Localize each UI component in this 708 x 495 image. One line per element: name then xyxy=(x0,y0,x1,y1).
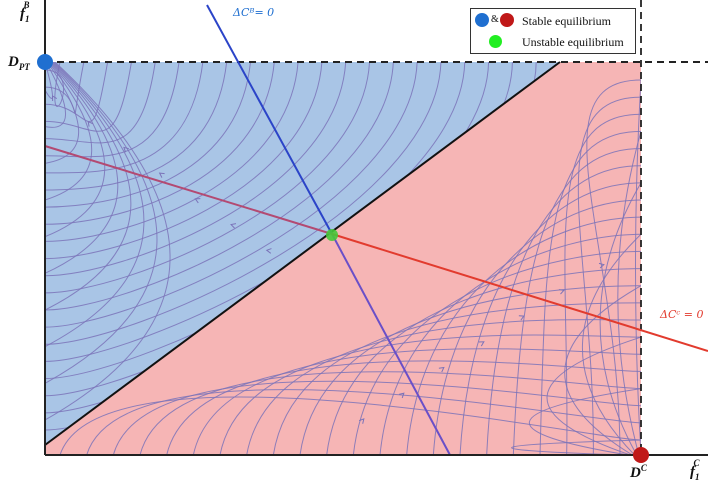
streamline xyxy=(564,113,641,455)
streamline xyxy=(45,62,371,294)
red-basin-region xyxy=(45,62,641,455)
blue-nullcline-lower xyxy=(331,233,451,456)
streamline xyxy=(45,62,119,274)
streamline xyxy=(586,79,641,455)
stream-arrow xyxy=(265,248,272,254)
legend-ampersand: & xyxy=(491,14,499,25)
legend-row-stable: & Stable equilibrium xyxy=(471,12,635,30)
streamline xyxy=(432,199,641,455)
streamline xyxy=(45,62,158,384)
streamline xyxy=(599,182,641,455)
streamline xyxy=(139,371,641,455)
stream-arrow xyxy=(194,198,201,204)
streamline xyxy=(45,62,442,345)
streamline xyxy=(112,380,641,455)
red-region-streamlines xyxy=(59,79,641,455)
streamline xyxy=(326,268,641,455)
streamline xyxy=(45,62,106,238)
legend-row-unstable: Unstable equilibrium xyxy=(471,33,635,51)
streamline xyxy=(617,131,641,455)
legend-stable-label: Stable equilibrium xyxy=(522,14,611,28)
unstable-equilibrium xyxy=(326,229,338,241)
stream-arrow xyxy=(478,341,485,347)
streamline xyxy=(45,62,251,208)
y-axis-label: f1B xyxy=(20,0,30,24)
legend-green-dot xyxy=(489,35,502,48)
separatrix-line xyxy=(44,61,561,446)
stream-arrow xyxy=(158,172,165,178)
streamline xyxy=(45,62,93,201)
streamline xyxy=(512,148,641,455)
streamline xyxy=(45,62,53,99)
red-nullcline-right xyxy=(331,233,708,352)
streamline xyxy=(564,285,641,455)
legend-blue-dot xyxy=(475,13,489,27)
streamline xyxy=(45,62,299,242)
streamline xyxy=(45,62,347,277)
streamline xyxy=(352,250,641,455)
streamline xyxy=(59,396,641,455)
streamline xyxy=(45,62,66,128)
stream-arrow xyxy=(398,392,405,399)
streamline xyxy=(45,62,394,311)
streamline xyxy=(45,62,323,260)
streamline xyxy=(459,182,641,455)
legend-unstable-label: Unstable equilibrium xyxy=(522,35,624,49)
stream-arrow xyxy=(438,366,445,373)
stable-equilibrium-blue xyxy=(37,54,53,70)
streamline xyxy=(511,439,641,455)
stable-equilibrium-red xyxy=(633,447,649,463)
streamline xyxy=(635,79,641,455)
streamline xyxy=(528,388,641,455)
streamline xyxy=(45,62,80,164)
legend-red-dot xyxy=(500,13,514,27)
red-nullcline-left xyxy=(44,145,333,235)
streamline xyxy=(45,62,204,174)
streamline xyxy=(86,389,641,455)
streamline xyxy=(486,165,641,455)
blue-nullcline-label: ΔCᴮ= 0 xyxy=(233,6,275,19)
streamline xyxy=(581,233,641,455)
red-nullcline-label: ΔCᶜ = 0 xyxy=(660,308,704,321)
streamline xyxy=(539,130,641,455)
streamline xyxy=(45,62,171,421)
legend: & Stable equilibrium Unstable equilibriu… xyxy=(470,8,636,54)
stream-arrow xyxy=(87,120,94,127)
d-pt-marker-label: DPT xyxy=(8,54,30,72)
blue-nullcline xyxy=(206,4,333,235)
streamline xyxy=(45,62,156,144)
d-c-marker-label: DC xyxy=(630,463,647,481)
x-axis-label: f1C xyxy=(690,458,700,482)
streamline xyxy=(45,62,228,191)
streamline xyxy=(577,96,641,455)
streamline xyxy=(546,336,641,455)
stream-arrow xyxy=(558,289,565,295)
streamline xyxy=(406,216,641,455)
streamline xyxy=(45,62,132,311)
streamline xyxy=(45,62,418,328)
stream-arrow xyxy=(230,223,237,229)
streamline xyxy=(166,360,641,455)
streamline xyxy=(45,62,145,348)
